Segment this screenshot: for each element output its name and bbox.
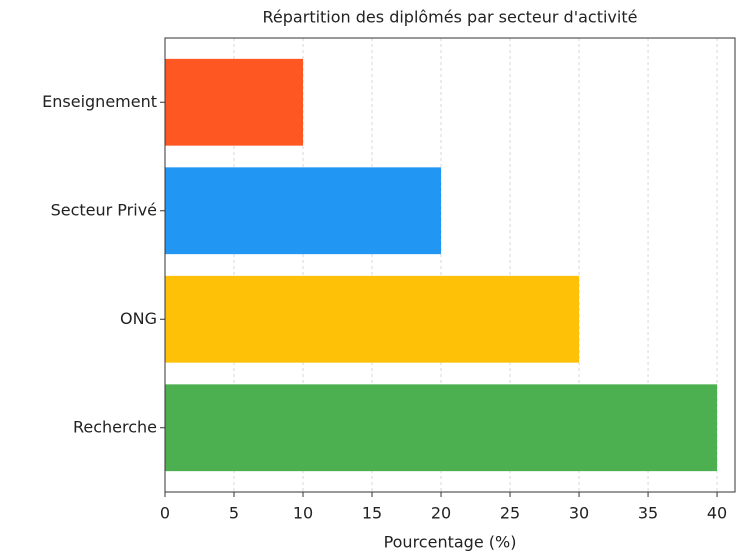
bar [165, 384, 718, 472]
x-tick-label: 25 [500, 504, 520, 523]
bar [165, 275, 580, 363]
y-tick-label: Enseignement [42, 92, 157, 111]
x-tick-label: 5 [229, 504, 239, 523]
x-axis-label: Pourcentage (%) [384, 533, 517, 552]
y-tick-label: Secteur Privé [51, 200, 157, 219]
y-tick-label: ONG [120, 309, 157, 328]
x-tick-label: 40 [707, 504, 727, 523]
x-tick-label: 0 [160, 504, 170, 523]
y-tick-label: Recherche [73, 417, 157, 436]
x-tick-label: 20 [431, 504, 451, 523]
bar [165, 58, 304, 146]
plot-frame [164, 37, 736, 493]
x-tick-label: 15 [362, 504, 382, 523]
bar [165, 167, 442, 255]
x-tick-label: 35 [638, 504, 658, 523]
x-tick-label: 10 [293, 504, 313, 523]
chart-title: Répartition des diplômés par secteur d'a… [263, 8, 638, 27]
x-tick-label: 30 [569, 504, 589, 523]
